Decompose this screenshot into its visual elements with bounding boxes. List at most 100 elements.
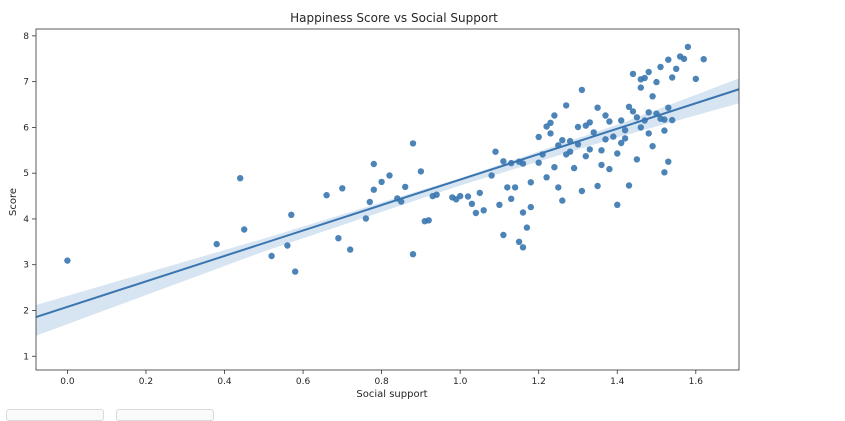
scatter-point — [598, 147, 604, 153]
scatter-point — [598, 162, 604, 168]
scatter-point — [646, 130, 652, 136]
scatter-point — [669, 117, 675, 123]
scatter-point — [410, 140, 416, 146]
scatter-point — [646, 69, 652, 75]
scatter-point — [292, 268, 298, 274]
scatter-point — [457, 193, 463, 199]
x-tick-label: 0.8 — [374, 377, 389, 387]
scatter-point — [622, 127, 628, 133]
plot-frame — [36, 29, 739, 370]
scatter-point — [563, 102, 569, 108]
scatter-point — [339, 185, 345, 191]
x-tick-label: 0.6 — [296, 377, 311, 387]
scatter-point — [402, 184, 408, 190]
scatter-point — [386, 172, 392, 178]
scatter-point — [433, 192, 439, 198]
scatter-point — [371, 187, 377, 193]
scatter-point — [512, 184, 518, 190]
scatter-point — [610, 133, 616, 139]
scatter-point — [520, 244, 526, 250]
scatter-point — [630, 108, 636, 114]
scatter-point — [575, 124, 581, 130]
scatter-point — [543, 174, 549, 180]
scatter-point — [661, 127, 667, 133]
scatter-point — [473, 210, 479, 216]
scatter-point — [638, 84, 644, 90]
scatter-point — [536, 134, 542, 140]
scatter-point — [284, 242, 290, 248]
bottom-control-box[interactable] — [116, 409, 214, 421]
scatter-point — [555, 184, 561, 190]
chart-title: Happiness Score vs Social Support — [290, 11, 498, 25]
scatter-point — [606, 166, 612, 172]
scatter-point — [492, 149, 498, 155]
scatter-point — [579, 87, 585, 93]
x-axis-label: Social support — [356, 389, 427, 400]
scatter-point — [681, 56, 687, 62]
scatter-point — [587, 119, 593, 125]
scatter-point — [496, 202, 502, 208]
y-tick-label: 5 — [23, 169, 29, 179]
y-axis-label: Score — [8, 188, 19, 216]
scatter-point — [465, 193, 471, 199]
scatter-point — [614, 202, 620, 208]
scatter-point — [693, 76, 699, 82]
scatter-point — [579, 188, 585, 194]
regression-line — [36, 89, 739, 317]
scatter-point — [661, 116, 667, 122]
scatter-point — [477, 190, 483, 196]
scatter-point — [469, 201, 475, 207]
x-tick-label: 1.2 — [532, 377, 546, 387]
scatter-point — [622, 135, 628, 141]
scatter-point — [323, 192, 329, 198]
scatter-point — [614, 150, 620, 156]
scatter-point — [551, 112, 557, 118]
scatter-point — [335, 235, 341, 241]
scatter-point — [508, 196, 514, 202]
scatter-point — [288, 212, 294, 218]
y-tick-label: 3 — [23, 261, 29, 271]
scatter-point — [500, 158, 506, 164]
scatter-point — [594, 105, 600, 111]
scatter-point — [618, 117, 624, 123]
scatter-point — [378, 179, 384, 185]
scatter-point — [547, 120, 553, 126]
scatter-point — [520, 209, 526, 215]
scatter-point — [606, 118, 612, 124]
scatter-point — [237, 175, 243, 181]
scatter-point — [559, 137, 565, 143]
scatter-point — [587, 146, 593, 152]
y-tick-label: 1 — [23, 352, 29, 362]
x-tick-label: 1.0 — [453, 377, 468, 387]
y-tick-label: 2 — [23, 306, 29, 316]
scatter-point — [488, 172, 494, 178]
scatter-point — [634, 156, 640, 162]
scatter-point — [524, 224, 530, 230]
scatter-point — [268, 253, 274, 259]
scatter-point — [661, 169, 667, 175]
scatter-point — [504, 184, 510, 190]
y-tick-label: 7 — [23, 78, 29, 88]
bottom-control-box[interactable] — [6, 409, 104, 421]
scatter-point — [583, 153, 589, 159]
scatter-point — [567, 149, 573, 155]
scatter-point — [559, 197, 565, 203]
scatter-point — [665, 57, 671, 63]
scatter-point — [528, 179, 534, 185]
scatter-point — [673, 66, 679, 72]
scatter-point — [516, 239, 522, 245]
scatter-point — [347, 246, 353, 252]
y-tick-label: 8 — [23, 32, 29, 42]
scatter-point — [649, 93, 655, 99]
scatter-point — [665, 159, 671, 165]
x-tick-label: 1.6 — [689, 377, 704, 387]
scatter-point — [642, 75, 648, 81]
scatter-point — [214, 241, 220, 247]
scatter-point — [410, 251, 416, 257]
scatter-point — [64, 257, 70, 263]
scatter-point — [657, 64, 663, 70]
scatter-point — [638, 124, 644, 130]
scatter-point — [701, 56, 707, 62]
